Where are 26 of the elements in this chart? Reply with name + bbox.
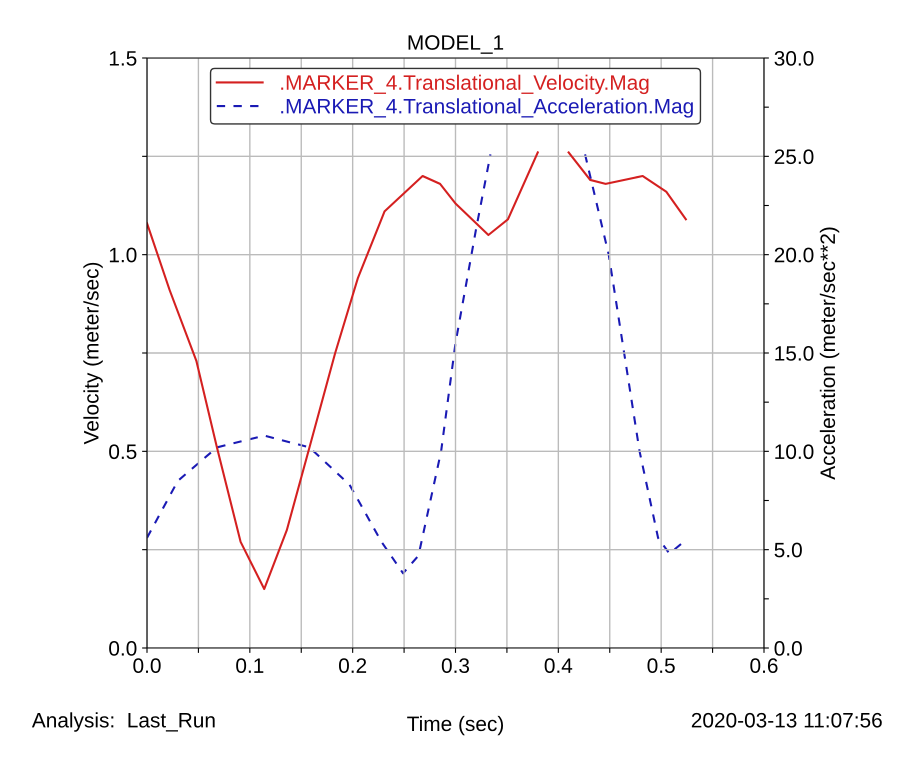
y2-tick-label: 20.0 (774, 248, 814, 262)
x-tick-label: 0.3 (442, 658, 470, 674)
y2-tick-label: 5.0 (774, 542, 802, 558)
y-tick-label: 1.0 (110, 248, 136, 262)
y2-tick-label: 25.0 (774, 149, 814, 164)
legend-label: .MARKER_4.Translational_Acceleration.Mag (281, 98, 693, 118)
y2-tick-label: 15.0 (775, 346, 814, 361)
text: Analysis: Last_Run (32, 712, 215, 732)
x-tick-label: 0.5 (648, 658, 675, 674)
x-tick-label: 0.1 (236, 658, 264, 674)
chart-title: MODEL_1 (408, 35, 504, 54)
text: 2020-03-13 11:07:56 (692, 712, 882, 728)
y2-axis-title: Acceleration (meter/sec**2) (820, 228, 840, 480)
x-axis-title: Time (sec) (407, 716, 504, 736)
legend-label: .MARKER_4.Translational_Velocity.Mag (281, 74, 648, 94)
x-tick-label: 0.4 (544, 658, 572, 674)
x-tick-label: 0.2 (339, 658, 366, 674)
y-axis-title: Velocity (meter/sec) (83, 262, 103, 444)
y-tick-label: 0.5 (109, 444, 136, 460)
x-tick-label: 0.0 (133, 658, 161, 674)
y-tick-label: 0.0 (109, 641, 136, 656)
x-tick-label: 0.6 (750, 658, 778, 674)
y-tick-label: 1.5 (110, 51, 136, 66)
y2-tick-label: 10.0 (775, 444, 814, 460)
y2-tick-label: 30.0 (774, 51, 814, 66)
y2-tick-label: 0.0 (774, 641, 802, 656)
